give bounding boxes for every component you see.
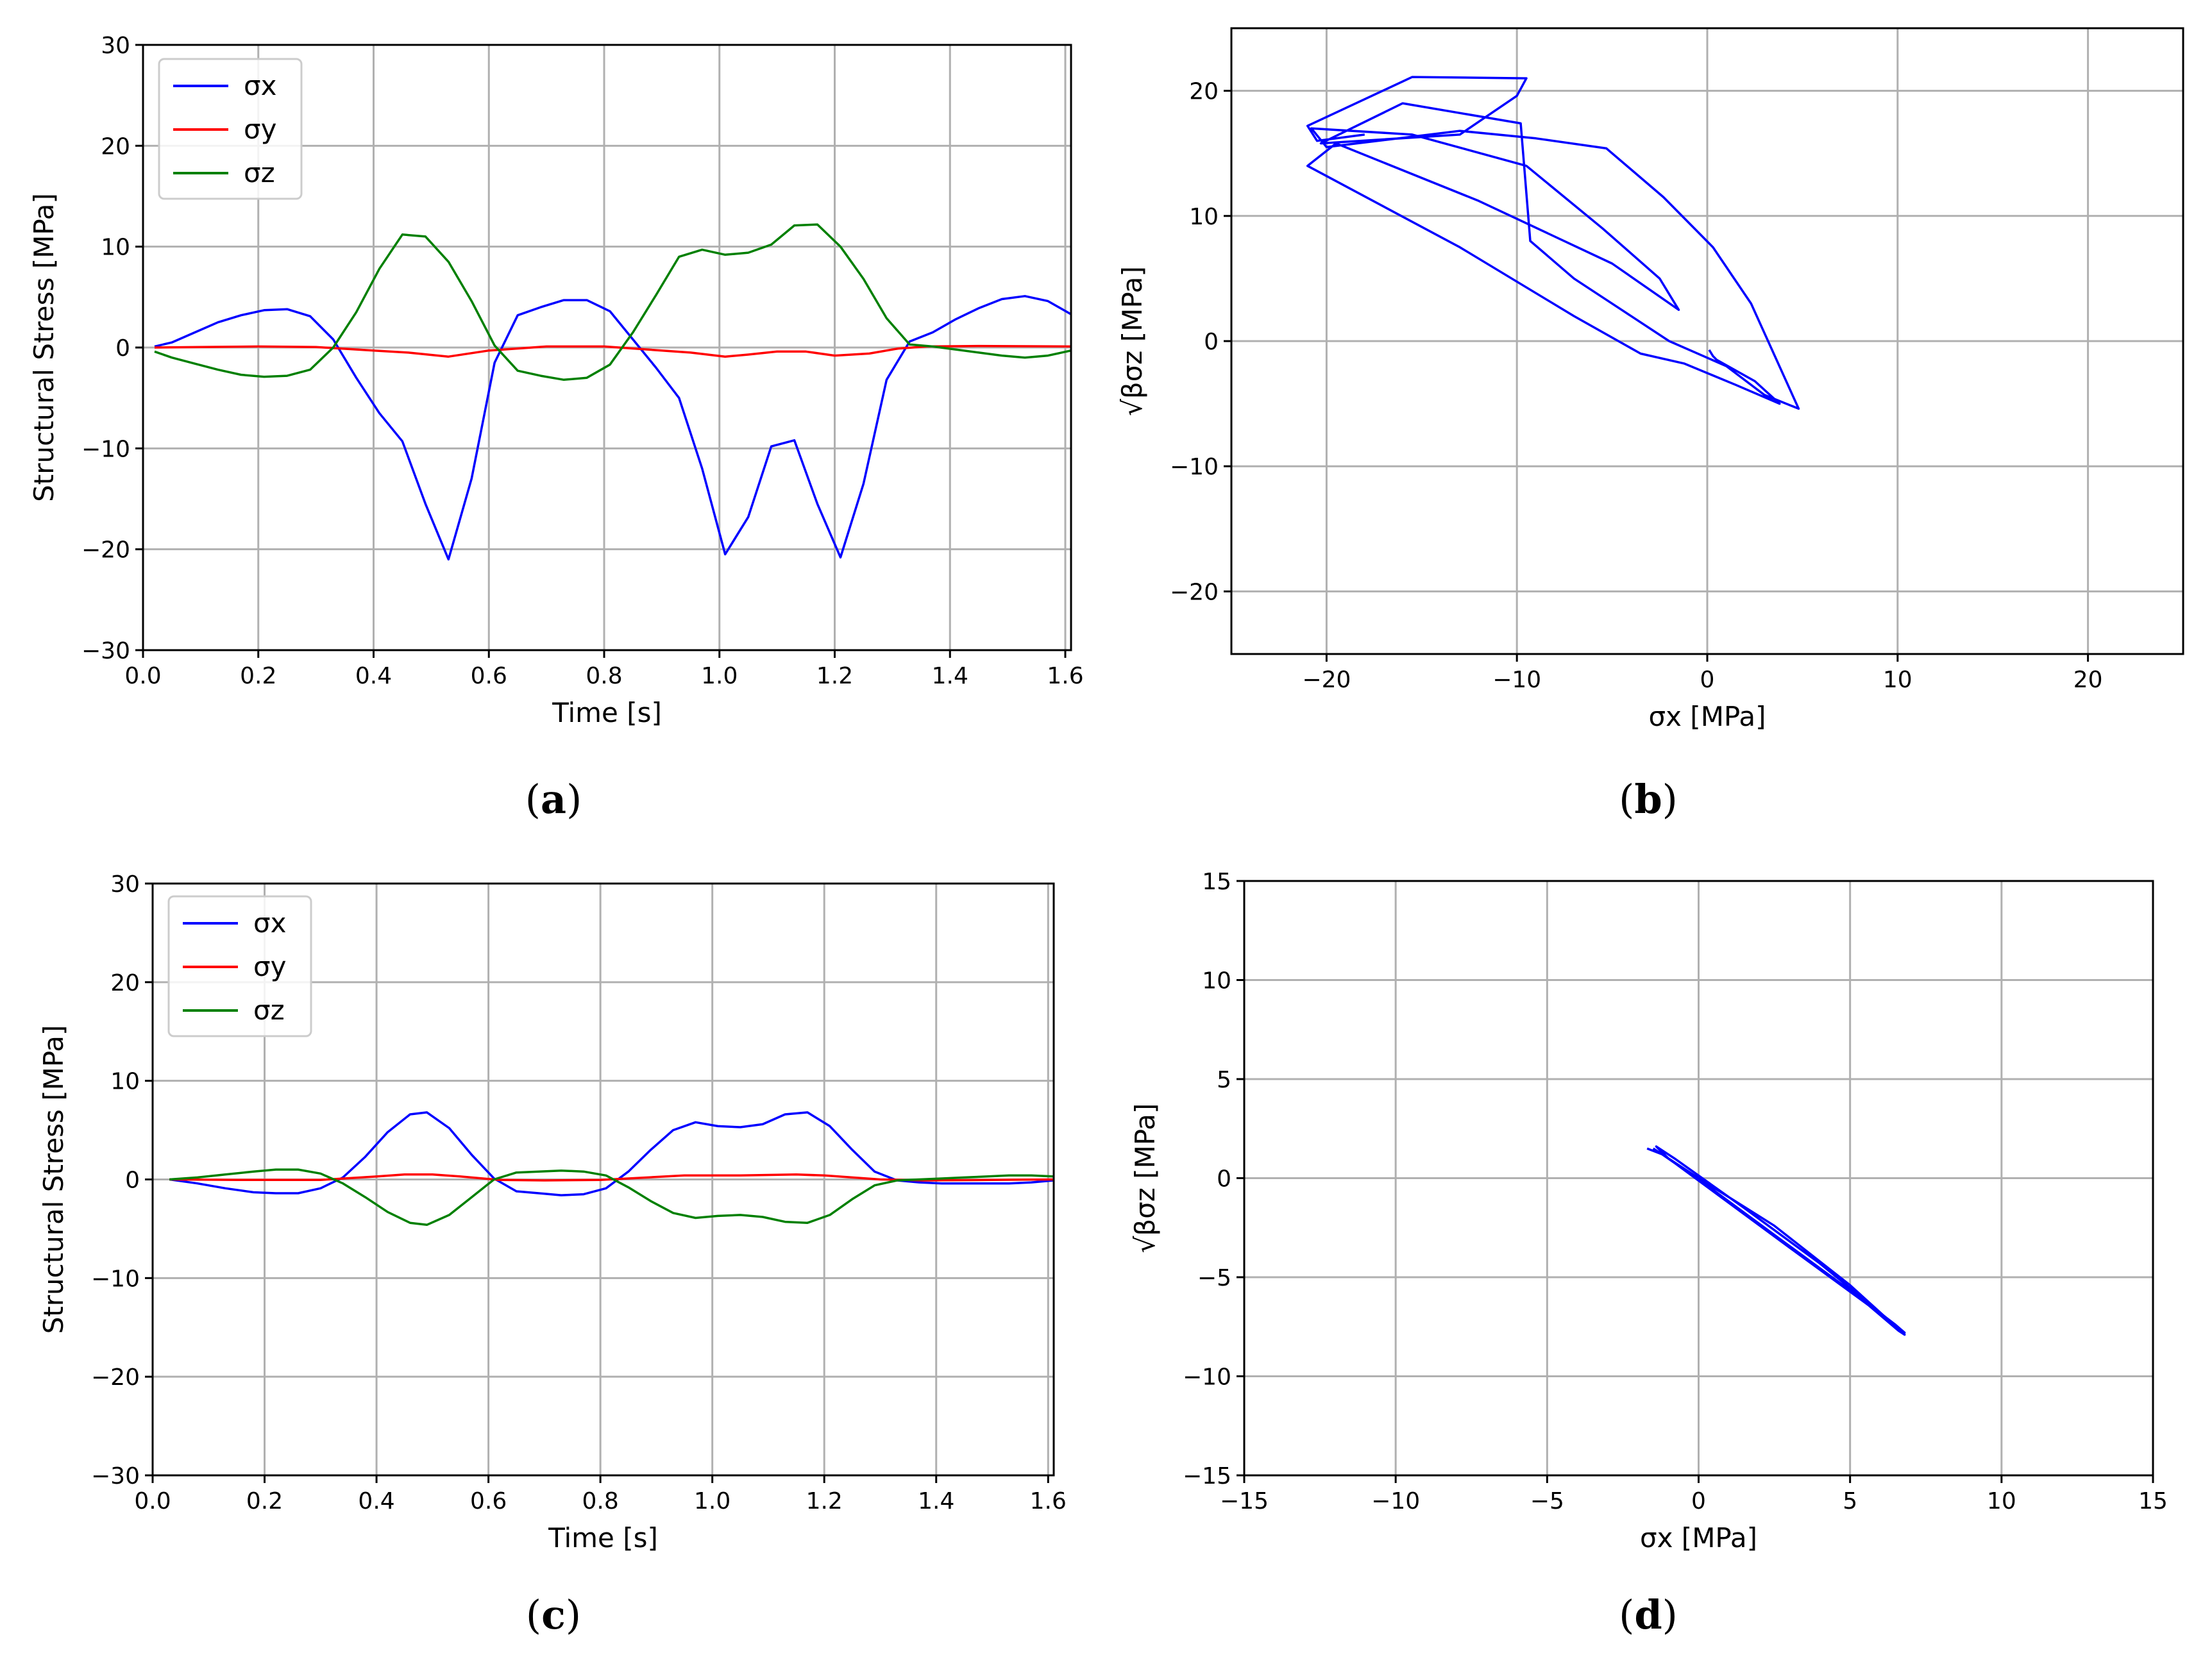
- x-tick-label: −15: [1220, 1488, 1269, 1514]
- x-tick-label: 0.4: [355, 663, 392, 689]
- x-tick-label: 1.2: [806, 1488, 843, 1514]
- x-axis-label: σx [MPa]: [1640, 1522, 1757, 1554]
- y-tick-label: −10: [1183, 1364, 1231, 1391]
- x-tick-label: 0.4: [358, 1488, 394, 1514]
- legend: σx σy σz: [158, 58, 303, 200]
- legend-label: σx: [253, 907, 286, 939]
- chart-c: 0.0 0.2 0.4 0.6 0.8 1.0 1.2 1.4 1.6 −30 −20 −10 0 10 2…: [38, 871, 1067, 1638]
- x-tick-label: 0.0: [124, 663, 161, 689]
- y-tick-label: −20: [91, 1364, 140, 1391]
- x-tick-label: −10: [1371, 1488, 1420, 1514]
- y-tick-label: 0: [125, 1168, 140, 1194]
- y-tick-label: −20: [1170, 579, 1219, 605]
- x-tick-label: 0: [1691, 1488, 1706, 1514]
- x-tick-label: 10: [1883, 667, 1912, 693]
- x-tick-label: 1.4: [932, 663, 968, 689]
- y-tick-label: 20: [1189, 79, 1219, 105]
- y-tick-label: −30: [91, 1463, 140, 1489]
- y-tick-label: −20: [81, 537, 130, 564]
- y-tick-label: −10: [91, 1266, 140, 1292]
- y-tick-label: −15: [1183, 1463, 1231, 1489]
- y-tick-label: 20: [101, 133, 130, 160]
- panel-label: (c): [526, 1591, 581, 1638]
- y-tick-label: −5: [1197, 1265, 1231, 1291]
- legend-label: σz: [253, 994, 285, 1026]
- x-tick-label: 10: [1987, 1488, 2016, 1514]
- chart-b: −20 −10 0 10 20 −20 −10 0 10 20 σx [MPa] √βσz [MPa]…: [1117, 27, 2184, 823]
- x-axis-label: Time [s]: [552, 697, 662, 728]
- y-tick-label: 20: [110, 970, 140, 996]
- y-tick-label: 15: [1202, 869, 1231, 895]
- series-line-a-0: [154, 295, 1071, 561]
- x-tick-label: 1.0: [694, 1488, 730, 1514]
- x-tick-label: 0.8: [586, 663, 622, 689]
- x-axis-label: σx [MPa]: [1648, 701, 1766, 732]
- series-line-d-0: [1646, 1145, 1906, 1336]
- y-tick-label: 30: [101, 33, 130, 59]
- x-tick-label: 0.8: [582, 1488, 619, 1514]
- x-tick-label: 0.0: [134, 1488, 171, 1514]
- x-tick-label: 1.0: [701, 663, 738, 689]
- x-tick-label: 1.6: [1047, 663, 1083, 689]
- series-line-a-1: [154, 344, 1071, 358]
- panel-label: (a): [525, 776, 582, 823]
- series-line-b-0: [1306, 76, 1800, 410]
- y-tick-label: 5: [1217, 1067, 1231, 1093]
- y-tick-label: −10: [81, 436, 130, 462]
- series-line-c-0: [169, 1111, 1054, 1196]
- chart-a: 0.0 0.2 0.4 0.6 0.8 1.0 1.2 1.4 1.6 −30 −20 −10 0 10 2…: [28, 33, 1084, 823]
- y-tick-label: −30: [81, 638, 130, 664]
- x-tick-label: 1.2: [816, 663, 853, 689]
- x-tick-label: −10: [1492, 667, 1541, 693]
- x-tick-label: 1.4: [918, 1488, 954, 1514]
- legend-box: [158, 58, 303, 200]
- x-tick-label: 0.6: [470, 1488, 507, 1514]
- x-tick-label: 0.2: [240, 663, 276, 689]
- y-tick-label: 10: [101, 235, 130, 261]
- x-tick-label: 15: [2138, 1488, 2168, 1514]
- x-tick-label: 1.6: [1030, 1488, 1067, 1514]
- series-line-a-2: [154, 223, 1071, 381]
- legend-label: σy: [253, 951, 286, 982]
- y-tick-label: −10: [1170, 454, 1219, 480]
- y-axis-label: √βσz [MPa]: [1117, 266, 1148, 416]
- series-line-c-1: [169, 1173, 1054, 1182]
- legend: σx σy σz: [167, 895, 312, 1037]
- x-tick-label: 0.2: [246, 1488, 283, 1514]
- y-axis-label: Structural Stress [MPa]: [38, 1025, 69, 1334]
- x-tick-label: 20: [2073, 667, 2103, 693]
- series-line-c-2: [169, 1168, 1054, 1227]
- legend-label: σy: [244, 113, 276, 145]
- y-tick-label: 0: [1217, 1166, 1231, 1193]
- y-tick-label: 10: [1202, 968, 1231, 994]
- y-axis-label: √βσz [MPa]: [1129, 1103, 1161, 1253]
- x-tick-label: 0.6: [471, 663, 507, 689]
- x-tick-label: 0: [1700, 667, 1715, 693]
- x-tick-label: −5: [1530, 1488, 1564, 1514]
- y-tick-label: 30: [110, 871, 140, 898]
- y-tick-label: 10: [1189, 204, 1219, 230]
- x-axis-label: Time [s]: [548, 1522, 658, 1554]
- y-tick-label: 0: [1204, 329, 1219, 355]
- y-axis-label: Structural Stress [MPa]: [28, 193, 60, 502]
- legend-label: σx: [244, 70, 276, 101]
- y-tick-label: 10: [110, 1069, 140, 1095]
- panel-label: (d): [1619, 1591, 1678, 1638]
- legend-label: σz: [244, 157, 275, 189]
- x-tick-label: −20: [1302, 667, 1351, 693]
- x-tick-label: 5: [1843, 1488, 1857, 1514]
- panel-label: (b): [1619, 776, 1678, 823]
- chart-d: −15 −10 −5 0 5 10 15 −15 −10 −5 0 5 10 15 σx [MPa] √βσz…: [1129, 869, 2168, 1638]
- legend-box: [167, 895, 312, 1037]
- y-tick-label: 0: [115, 335, 130, 362]
